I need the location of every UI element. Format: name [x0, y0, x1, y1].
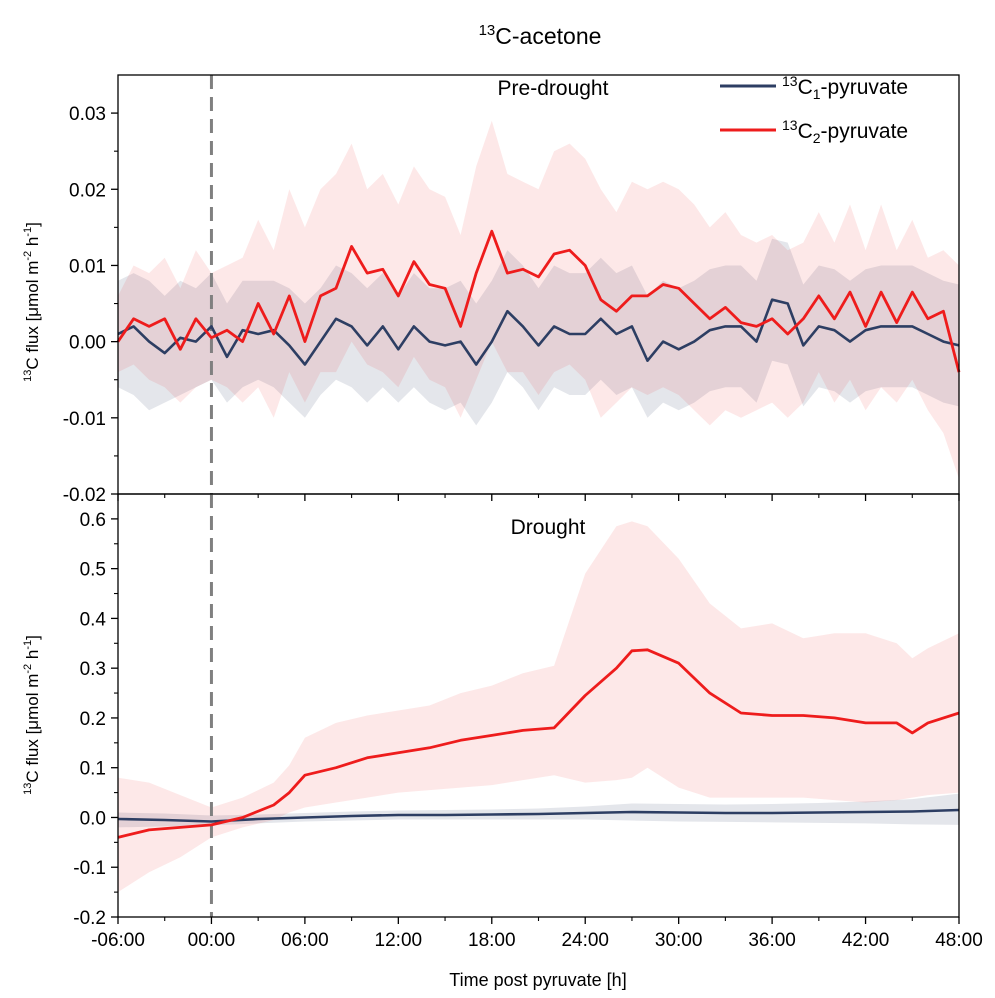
legend-c2-pre: C: [798, 120, 813, 143]
drought-xtick-label: 06:00: [281, 930, 329, 951]
legend-c2-sub: 2: [813, 130, 821, 146]
drought-line-c1: [117, 808, 960, 823]
ylabel-top-sup: 13: [22, 370, 34, 382]
pre-ytick-label: 0.01: [69, 256, 106, 277]
ylabel-top-post: ]: [23, 222, 42, 227]
drought-xtick-label: 30:00: [655, 930, 703, 951]
drought-panel: -0.2 -0.1 0.0 0.1 0.2 0.3 0.4 0.5 0.6 -06:00 00:00…: [73, 493, 983, 951]
chart-title-sup: 13: [479, 22, 496, 39]
drought-ytick-label: 0.5: [80, 560, 106, 581]
pre-ytick-label: -0.01: [63, 409, 106, 430]
ylabel-bottom: 13C flux [μmol m-2 h-1]: [22, 635, 42, 795]
pre-band-c2: [118, 120, 959, 479]
drought-xtick-label: -06:00: [91, 930, 145, 951]
pre-drought-panel: -0.02 -0.01 0.00 0.01 0.02 0.03 Pre-drought: [63, 74, 961, 506]
legend-c2-sup: 13: [782, 117, 798, 133]
legend-label-c1: 13C1-pyruvate: [782, 73, 908, 102]
drought-xtick-label: 12:00: [375, 930, 423, 951]
legend-c2-post: -pyruvate: [821, 120, 909, 143]
legend-label-c2: 13C2-pyruvate: [782, 117, 908, 146]
legend-c1-sub: 1: [813, 86, 821, 102]
drought-xtick-label: 00:00: [188, 930, 236, 951]
drought-line-c2: [117, 648, 960, 839]
drought-panel-title: Drought: [511, 516, 586, 539]
drought-xtick-label: 18:00: [468, 930, 516, 951]
drought-ytick-label: -0.1: [73, 858, 106, 879]
drought-ytick-label: 0.0: [80, 808, 106, 829]
ylabel-bottom-sup: 13: [22, 783, 34, 795]
legend-c1-pre: C: [798, 76, 813, 99]
pre-band-c1: [118, 238, 959, 426]
pre-ytick-label: 0.02: [69, 180, 106, 201]
pre-line-c1: [117, 298, 960, 366]
drought-ytick-label: 0.1: [80, 759, 106, 780]
drought-ytick-label: 0.4: [80, 609, 107, 630]
ylabel-top-mid2: h: [23, 237, 42, 251]
legend: 13C1-pyruvate 13C2-pyruvate: [720, 73, 908, 146]
ylabel-bottom-pre: C: [23, 770, 42, 782]
pre-ytick-label: 0.00: [69, 333, 106, 354]
drought-ytick-label: 0.3: [80, 659, 106, 680]
drought-xtick-label: 48:00: [935, 930, 983, 951]
drought-xtick-label: 42:00: [842, 930, 890, 951]
xlabel: Time post pyruvate [h]: [449, 970, 626, 990]
drought-ytick-label: 0.6: [80, 510, 106, 531]
ylabel-bottom-post: ]: [23, 635, 42, 640]
ylabel-bottom-mid2: h: [23, 650, 42, 664]
legend-c1-sup: 13: [782, 73, 798, 89]
ylabel-top-pre: C: [23, 357, 42, 369]
legend-c1-post: -pyruvate: [821, 76, 909, 99]
chart-title-text: C-acetone: [495, 23, 601, 49]
pre-line-c2: [116, 229, 961, 373]
pre-ytick-label: -0.02: [63, 485, 106, 506]
pre-panel-title: Pre-drought: [498, 77, 609, 100]
ylabel-top-exp2: -1: [22, 227, 34, 237]
pre-ytick-label: 0.03: [69, 104, 106, 125]
ylabel-bottom-mid: flux [μmol m: [23, 674, 42, 771]
ylabel-bottom-exp1: -2: [22, 664, 34, 674]
drought-band-c1: [118, 793, 959, 828]
drought-xtick-label: 24:00: [561, 930, 609, 951]
drought-ytick-label: 0.2: [80, 709, 106, 730]
ylabel-top-mid: flux [μmol m: [23, 261, 42, 358]
chart-title: 13C-acetone: [479, 22, 602, 49]
drought-ytick-label: -0.2: [73, 908, 106, 929]
ylabel-top-exp1: -2: [22, 251, 34, 261]
drought-band-c2: [118, 521, 959, 893]
drought-xtick-label: 36:00: [748, 930, 796, 951]
ylabel-bottom-exp2: -1: [22, 640, 34, 650]
ylabel-top: 13C flux [μmol m-2 h-1]: [22, 222, 42, 382]
